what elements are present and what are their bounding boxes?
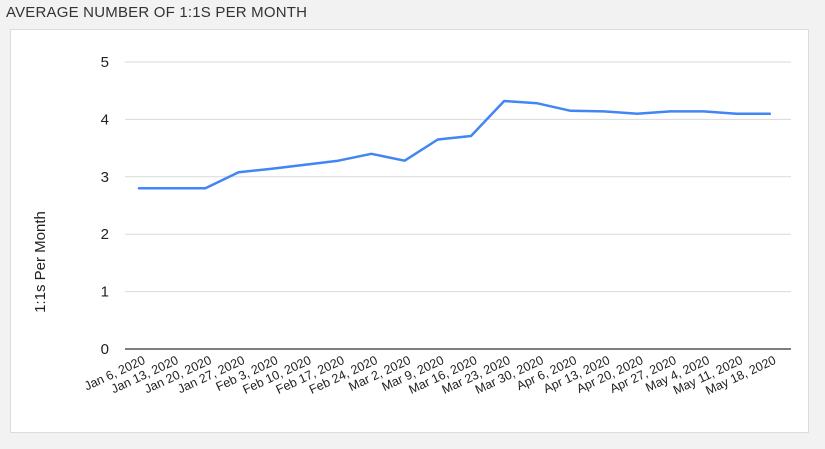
data-point-0-1[interactable] bbox=[167, 183, 177, 193]
data-point-0-17[interactable] bbox=[698, 106, 708, 116]
y-tick-label-2: 2 bbox=[101, 226, 109, 243]
gridlines bbox=[125, 61, 791, 350]
y-tick-label-5: 5 bbox=[101, 54, 109, 71]
data-point-0-8[interactable] bbox=[400, 156, 410, 166]
y-tick-label-1: 1 bbox=[101, 284, 109, 301]
data-point-0-13[interactable] bbox=[566, 106, 576, 116]
data-point-0-19[interactable] bbox=[765, 109, 775, 119]
data-point-0-7[interactable] bbox=[366, 149, 376, 159]
y-tick-label-0: 0 bbox=[101, 341, 109, 358]
series-layer bbox=[134, 96, 775, 193]
data-point-0-6[interactable] bbox=[333, 156, 343, 166]
data-point-0-10[interactable] bbox=[466, 131, 476, 141]
data-point-0-14[interactable] bbox=[599, 106, 609, 116]
data-point-0-9[interactable] bbox=[433, 135, 443, 145]
data-point-0-4[interactable] bbox=[267, 164, 277, 174]
data-point-0-3[interactable] bbox=[234, 167, 244, 177]
data-point-0-2[interactable] bbox=[200, 183, 210, 193]
y-axis-ticks: 0 1 2 3 4 5 bbox=[101, 54, 109, 358]
chart-panel: 0 1 2 3 4 5 Jan 6, 2020 Jan 13, 2020 Jan 20, 20… bbox=[10, 29, 809, 433]
y-tick-label-4: 4 bbox=[101, 111, 109, 128]
data-point-0-0[interactable] bbox=[134, 183, 144, 193]
data-point-0-16[interactable] bbox=[665, 106, 675, 116]
data-point-0-5[interactable] bbox=[300, 160, 310, 170]
chart-title: AVERAGE NUMBER OF 1:1S PER MONTH bbox=[6, 4, 308, 21]
data-point-0-18[interactable] bbox=[732, 109, 742, 119]
data-point-0-12[interactable] bbox=[532, 98, 542, 108]
data-point-0-11[interactable] bbox=[499, 96, 509, 106]
y-axis-label: 1:1s Per Month bbox=[32, 211, 49, 313]
y-tick-label-3: 3 bbox=[101, 169, 109, 186]
data-point-0-15[interactable] bbox=[632, 109, 642, 119]
series-line-0 bbox=[137, 99, 772, 190]
